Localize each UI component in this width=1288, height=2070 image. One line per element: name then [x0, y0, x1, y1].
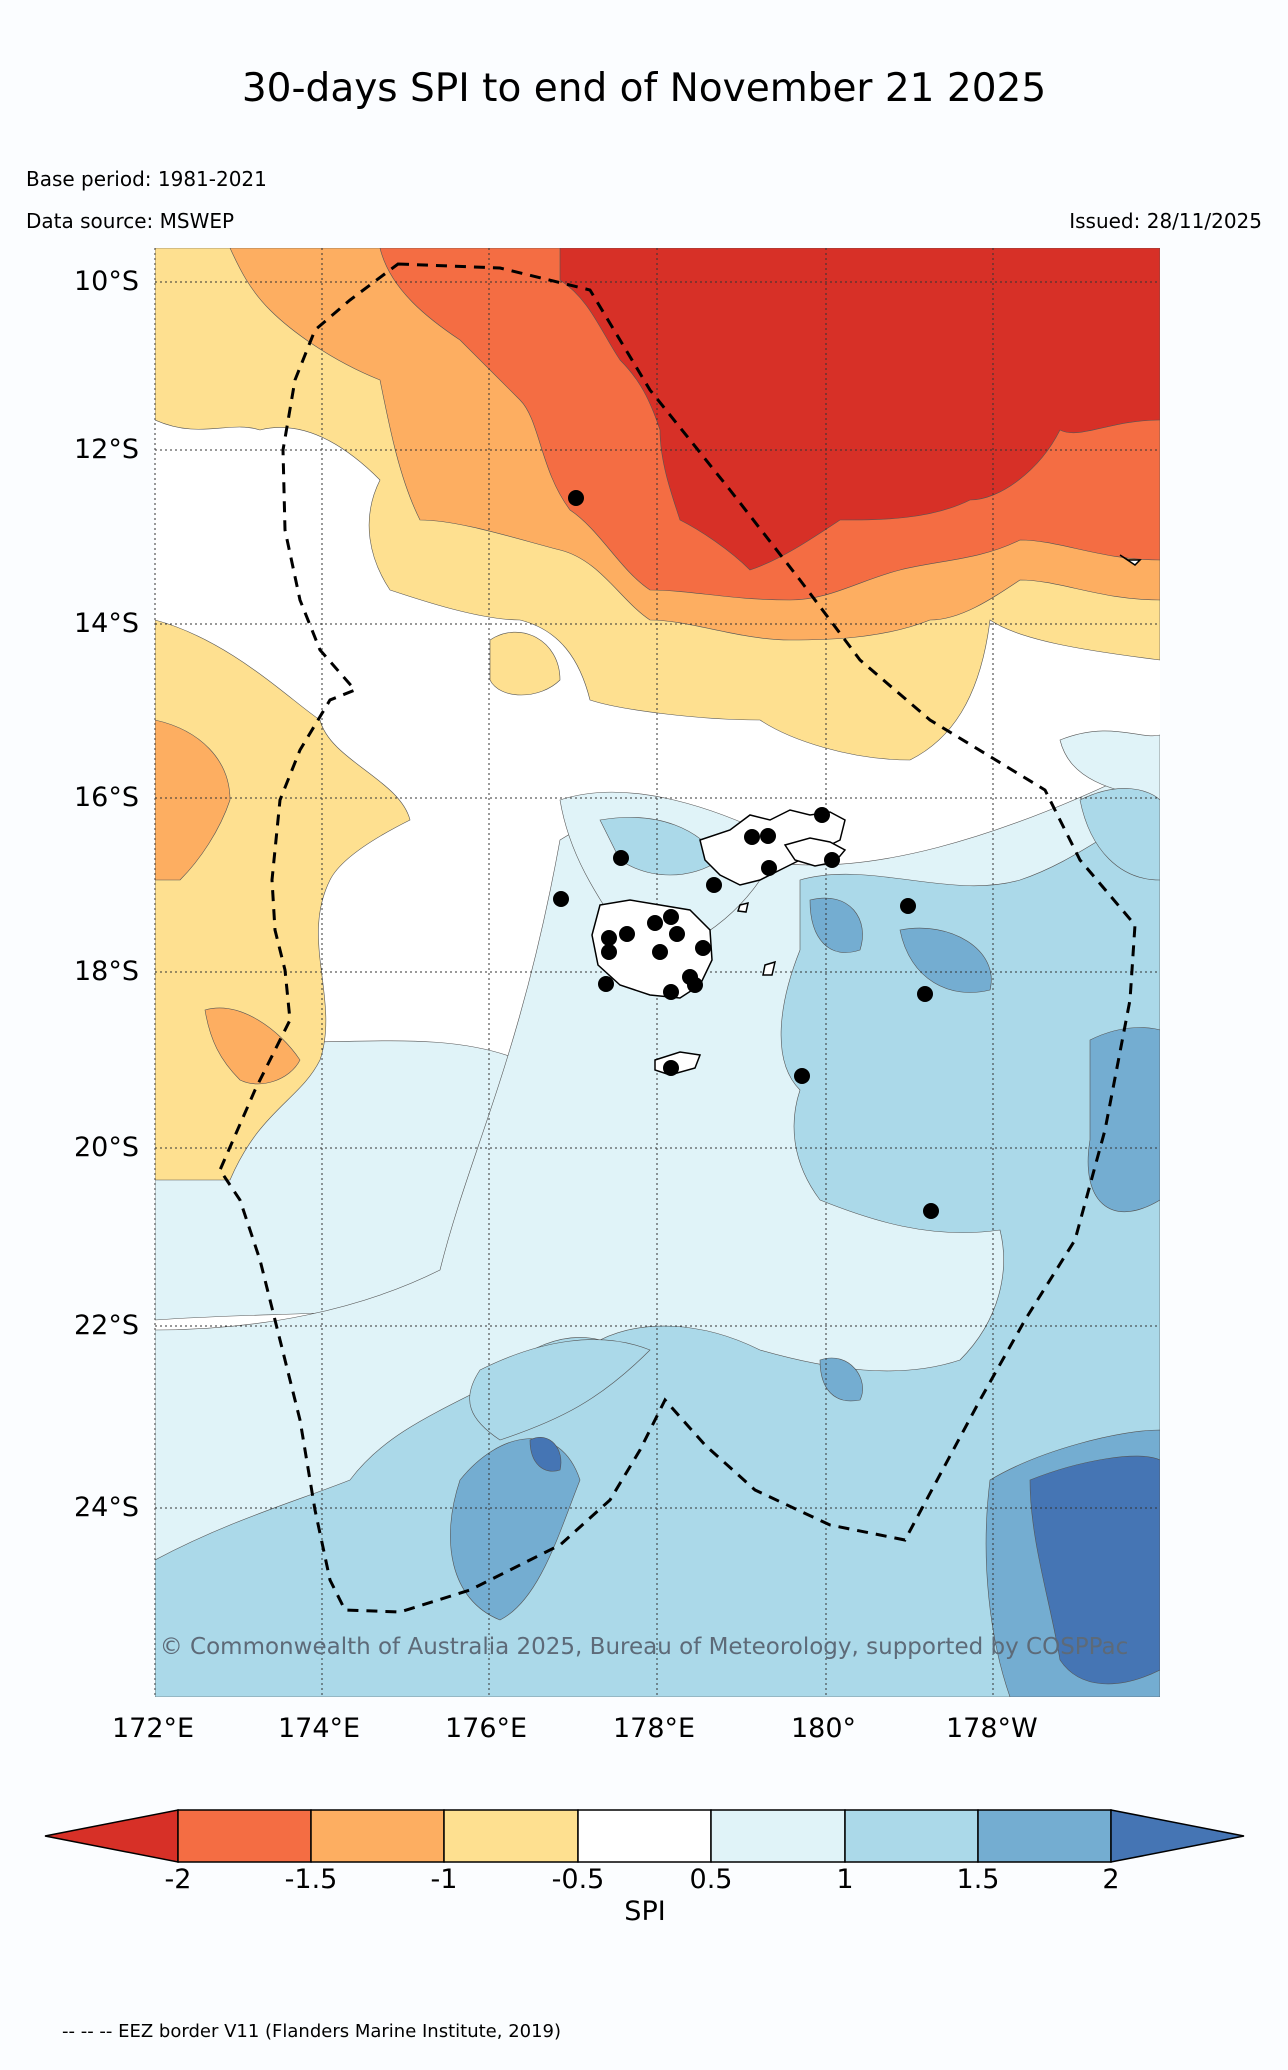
- lon-label-178w: 178°W: [946, 1713, 1038, 1744]
- lat-label-20s: 20°S: [74, 1132, 139, 1163]
- lat-label-24s: 24°S: [74, 1492, 139, 1523]
- lon-label-180: 180°: [791, 1713, 857, 1744]
- colorbar-tick-label: -1: [430, 1864, 458, 1895]
- colorbar-bin-3: [443, 1809, 579, 1863]
- graticule: [154, 248, 1160, 1697]
- colorbar-extend-high: [1110, 1809, 1245, 1863]
- lon-label-176e: 176°E: [445, 1713, 528, 1744]
- eez-legend-note: -- -- -- EEZ border V11 (Flanders Marine…: [62, 2021, 562, 2042]
- lat-label-16s: 16°S: [74, 782, 139, 813]
- lat-label-12s: 12°S: [74, 434, 139, 465]
- colorbar: [44, 1809, 1245, 1863]
- eez-border: [218, 262, 1137, 1614]
- lat-label-14s: 14°S: [74, 608, 139, 639]
- lat-label-22s: 22°S: [74, 1310, 139, 1341]
- base-period: Base period: 1981-2021: [26, 167, 267, 191]
- colorbar-bin-4: [577, 1809, 712, 1863]
- colorbar-label: SPI: [624, 1896, 666, 1927]
- data-source: Data source: MSWEP: [26, 209, 235, 233]
- colorbar-bin-5: [710, 1809, 846, 1863]
- colorbar-bin-2: [310, 1809, 445, 1863]
- colorbar-bin-1: [177, 1809, 312, 1863]
- colorbar-tick-label: 1: [836, 1864, 854, 1895]
- issued-date: Issued: 28/11/2025: [1069, 209, 1262, 233]
- colorbar-tick-label: 1.5: [956, 1864, 1000, 1895]
- colorbar-tick-label: -2: [164, 1864, 192, 1895]
- map-title: 30-days SPI to end of November 21 2025: [241, 66, 1047, 111]
- lat-label-10s: 10°S: [74, 266, 139, 297]
- colorbar-tick-label: -1.5: [284, 1864, 338, 1895]
- colorbar-tick-label: 0.5: [689, 1864, 733, 1895]
- stations: [553, 490, 939, 1219]
- lon-label-178e: 178°E: [613, 1713, 696, 1744]
- lon-label-174e: 174°E: [278, 1713, 361, 1744]
- colorbar-tick-label: 2: [1102, 1864, 1120, 1895]
- copyright-note: © Commonwealth of Australia 2025, Bureau…: [159, 1634, 1129, 1660]
- colorbar-tick-label: -0.5: [551, 1864, 605, 1895]
- colorbar-bin-6: [844, 1809, 979, 1863]
- colorbar-extend-low: [44, 1809, 179, 1863]
- lon-label-172e: 172°E: [112, 1713, 195, 1744]
- lat-label-18s: 18°S: [74, 956, 139, 987]
- colorbar-bin-7: [977, 1809, 1112, 1863]
